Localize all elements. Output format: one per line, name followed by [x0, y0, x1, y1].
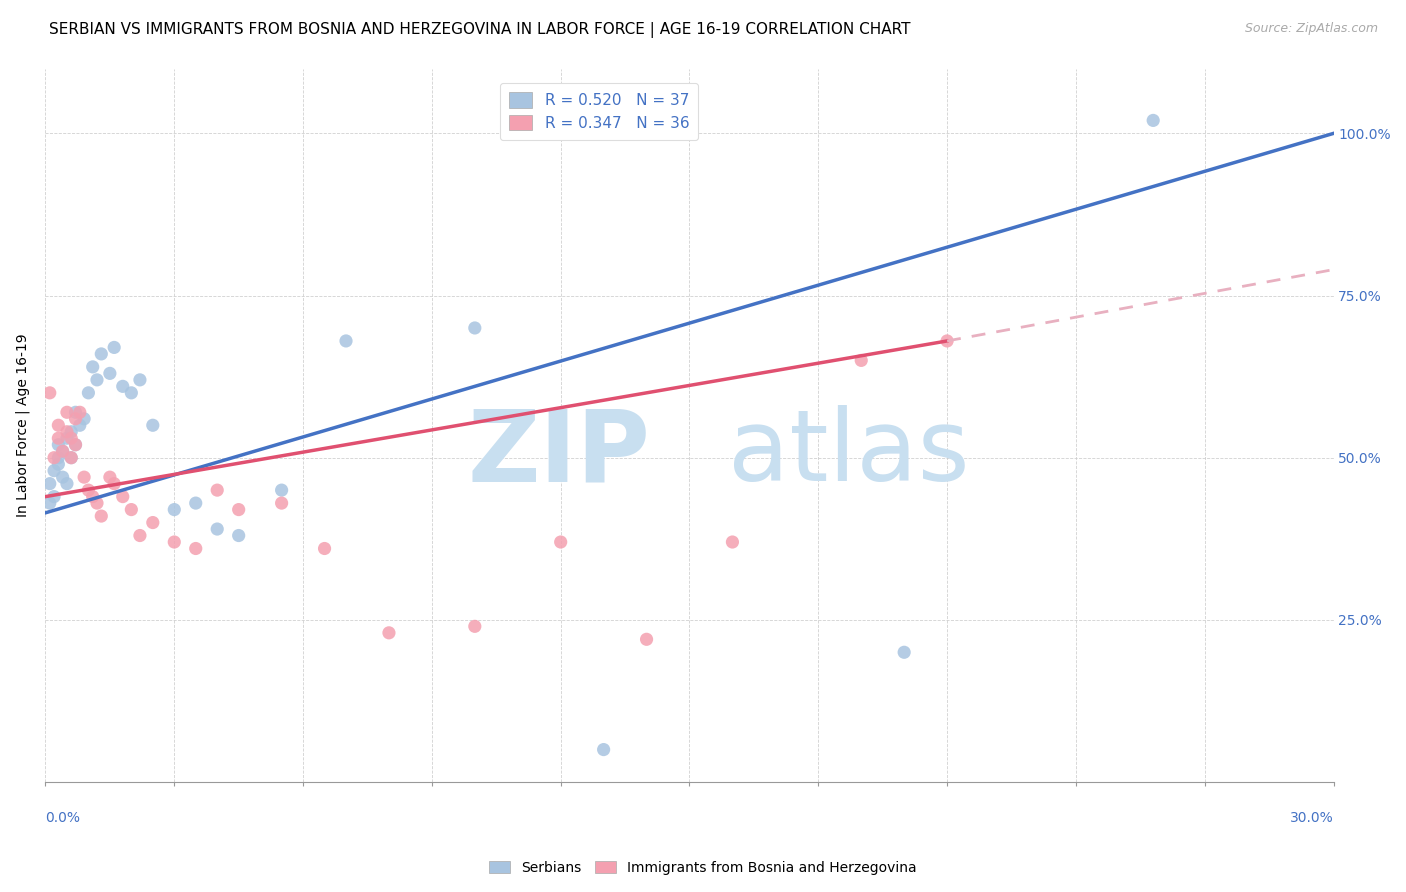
Point — [38, 385, 60, 400]
Text: atlas: atlas — [728, 405, 970, 502]
Point — [464, 619, 486, 633]
Point — [228, 502, 250, 516]
Point — [69, 405, 91, 419]
Point — [163, 502, 186, 516]
Point — [378, 625, 401, 640]
Point — [73, 470, 96, 484]
Point — [228, 528, 250, 542]
Point — [38, 476, 60, 491]
Point — [56, 476, 79, 491]
Point — [65, 438, 87, 452]
Y-axis label: In Labor Force | Age 16-19: In Labor Force | Age 16-19 — [15, 334, 30, 517]
Point — [90, 347, 112, 361]
Point — [142, 418, 165, 433]
Point — [270, 496, 292, 510]
Text: 0.0%: 0.0% — [45, 811, 80, 824]
Point — [42, 490, 65, 504]
Point — [48, 438, 70, 452]
Point — [314, 541, 336, 556]
Point — [184, 541, 207, 556]
Point — [56, 405, 79, 419]
Point — [893, 645, 915, 659]
Point — [464, 321, 486, 335]
Point — [60, 450, 83, 465]
Point — [65, 405, 87, 419]
Text: SERBIAN VS IMMIGRANTS FROM BOSNIA AND HERZEGOVINA IN LABOR FORCE | AGE 16-19 COR: SERBIAN VS IMMIGRANTS FROM BOSNIA AND HE… — [49, 22, 911, 38]
Point — [86, 373, 108, 387]
Point — [129, 373, 152, 387]
Point — [103, 340, 125, 354]
Point — [69, 418, 91, 433]
Legend: Serbians, Immigrants from Bosnia and Herzegovina: Serbians, Immigrants from Bosnia and Her… — [484, 855, 922, 880]
Legend: R = 0.520   N = 37, R = 0.347   N = 36: R = 0.520 N = 37, R = 0.347 N = 36 — [501, 83, 699, 140]
Point — [163, 535, 186, 549]
Point — [120, 502, 142, 516]
Point — [636, 632, 658, 647]
Point — [42, 450, 65, 465]
Point — [42, 464, 65, 478]
Point — [90, 509, 112, 524]
Point — [56, 425, 79, 439]
Point — [205, 522, 228, 536]
Point — [60, 450, 83, 465]
Point — [1142, 113, 1164, 128]
Point — [851, 353, 873, 368]
Point — [550, 535, 572, 549]
Point — [73, 411, 96, 425]
Point — [56, 431, 79, 445]
Text: Source: ZipAtlas.com: Source: ZipAtlas.com — [1244, 22, 1378, 36]
Point — [52, 444, 75, 458]
Point — [270, 483, 292, 497]
Point — [77, 483, 100, 497]
Point — [103, 476, 125, 491]
Point — [120, 385, 142, 400]
Point — [60, 431, 83, 445]
Point — [184, 496, 207, 510]
Point — [82, 359, 104, 374]
Point — [82, 490, 104, 504]
Point — [38, 496, 60, 510]
Text: ZIP: ZIP — [468, 405, 651, 502]
Point — [111, 379, 134, 393]
Point — [111, 490, 134, 504]
Point — [721, 535, 744, 549]
Text: 30.0%: 30.0% — [1289, 811, 1333, 824]
Point — [60, 425, 83, 439]
Point — [48, 457, 70, 471]
Point — [48, 450, 70, 465]
Point — [142, 516, 165, 530]
Point — [86, 496, 108, 510]
Point — [48, 431, 70, 445]
Point — [52, 470, 75, 484]
Point — [205, 483, 228, 497]
Point — [936, 334, 959, 348]
Point — [335, 334, 357, 348]
Point — [65, 438, 87, 452]
Point — [129, 528, 152, 542]
Point — [98, 367, 121, 381]
Point — [592, 742, 614, 756]
Point — [48, 418, 70, 433]
Point — [98, 470, 121, 484]
Point — [65, 411, 87, 425]
Point — [77, 385, 100, 400]
Point — [52, 444, 75, 458]
